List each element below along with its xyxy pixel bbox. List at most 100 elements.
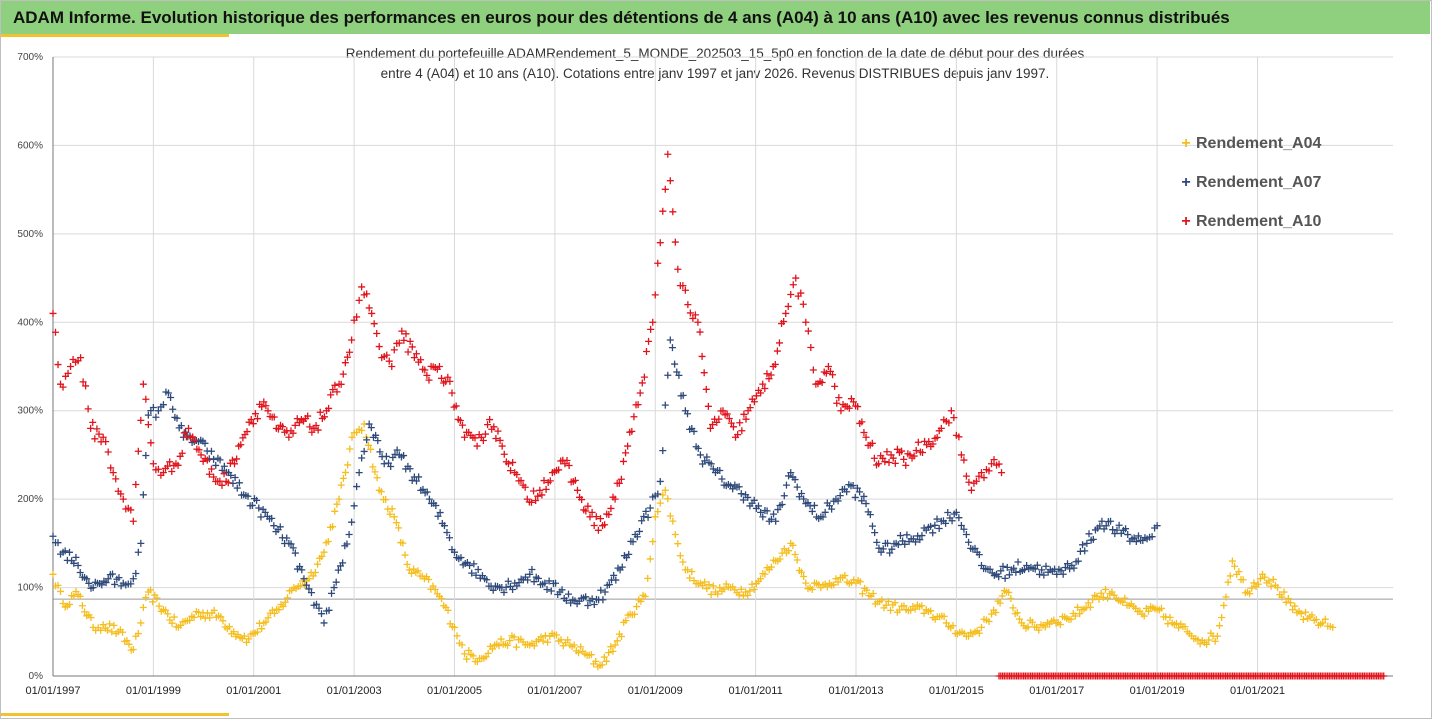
marker-rendement-a04	[1203, 640, 1211, 648]
marker-rendement-a10	[479, 436, 487, 444]
marker-rendement-a07	[664, 371, 672, 379]
marker-rendement-a10	[681, 286, 689, 294]
marker-rendement-a10	[159, 469, 167, 477]
marker-rendement-a10	[807, 344, 815, 352]
marker-rendement-a07	[952, 508, 960, 516]
marker-rendement-a07	[888, 545, 896, 553]
marker-rendement-a07	[828, 505, 836, 513]
marker-rendement-a10	[742, 415, 750, 423]
legend-item-a04[interactable]: + Rendement_A04	[1178, 124, 1378, 163]
marker-rendement-a04	[510, 633, 518, 641]
marker-rendement-a07	[328, 589, 336, 597]
marker-rendement-a07	[856, 488, 864, 496]
marker-rendement-a07	[65, 548, 73, 556]
marker-rendement-a04	[346, 445, 354, 453]
marker-rendement-a04	[1099, 593, 1107, 601]
marker-rendement-a07	[54, 539, 62, 547]
marker-rendement-a10	[809, 366, 817, 374]
marker-rendement-a04	[1235, 568, 1243, 576]
marker-rendement-a04	[1015, 615, 1023, 623]
marker-rendement-a04	[654, 508, 662, 516]
marker-rendement-a10	[729, 423, 737, 431]
marker-rendement-a10	[990, 456, 998, 464]
x-tick-label: 01/01/2003	[327, 685, 382, 697]
marker-rendement-a04	[123, 637, 131, 645]
marker-rendement-a10	[955, 433, 963, 441]
marker-rendement-a10	[306, 423, 314, 431]
marker-rendement-a07	[432, 501, 440, 509]
marker-rendement-a07	[821, 508, 829, 516]
marker-rendement-a07	[298, 566, 306, 574]
marker-rendement-a04	[940, 612, 948, 620]
marker-rendement-a07	[671, 360, 679, 368]
marker-rendement-a04	[808, 585, 816, 593]
marker-rendement-a04	[907, 606, 915, 614]
legend-item-a07[interactable]: + Rendement_A07	[1178, 163, 1378, 202]
marker-rendement-a07	[1111, 530, 1119, 538]
legend-label-a07: Rendement_A07	[1196, 173, 1322, 191]
marker-rendement-a04	[125, 640, 133, 648]
marker-rendement-a07	[207, 447, 215, 455]
marker-rendement-a10	[258, 403, 266, 411]
marker-rendement-a04	[1228, 557, 1236, 565]
marker-rendement-a10	[423, 371, 431, 379]
marker-rendement-a04	[942, 619, 950, 627]
marker-rendement-a10	[889, 454, 897, 462]
marker-rendement-a04	[245, 635, 253, 643]
marker-rendement-a10	[573, 486, 581, 494]
marker-rendement-a04	[830, 581, 838, 589]
marker-rendement-a10	[669, 208, 677, 216]
marker-rendement-a10	[704, 402, 712, 410]
marker-rendement-a04	[453, 632, 461, 640]
marker-rendement-a04	[887, 606, 895, 614]
marker-rendement-a07	[552, 579, 560, 587]
marker-rendement-a04	[949, 622, 957, 630]
marker-rendement-a07	[879, 545, 887, 553]
marker-rendement-a04	[701, 578, 709, 586]
marker-rendement-a04	[1231, 562, 1239, 570]
marker-rendement-a04	[674, 540, 682, 548]
y-tick-label: 300%	[17, 406, 43, 417]
marker-rendement-a07	[289, 544, 297, 552]
marker-rendement-a10	[868, 439, 876, 447]
marker-rendement-a07	[894, 541, 902, 549]
marker-rendement-a07	[149, 403, 157, 411]
marker-rendement-a07	[858, 497, 866, 505]
marker-rendement-a04	[240, 632, 248, 640]
marker-rendement-a04	[119, 628, 127, 636]
marker-rendement-a10	[945, 419, 953, 427]
marker-rendement-a10	[532, 496, 540, 504]
marker-rendement-a07	[1033, 561, 1041, 569]
marker-rendement-a07	[345, 531, 353, 539]
marker-rendement-a07	[866, 511, 874, 519]
marker-rendement-a04	[1319, 619, 1327, 627]
marker-rendement-a04	[737, 585, 745, 593]
marker-rendement-a10	[674, 265, 682, 273]
marker-rendement-a04	[1226, 572, 1234, 580]
marker-rendement-a04	[577, 643, 585, 651]
marker-rendement-a07	[849, 481, 857, 489]
legend-item-a10[interactable]: + Rendement_A10	[1178, 202, 1378, 241]
marker-rendement-a04	[1302, 608, 1310, 616]
marker-rendement-a07	[134, 548, 142, 556]
marker-rendement-a10	[109, 469, 117, 477]
marker-rendement-a07	[767, 515, 775, 523]
marker-rendement-a10	[651, 291, 659, 299]
marker-rendement-a07	[986, 565, 994, 573]
marker-rendement-a07	[871, 529, 879, 537]
marker-rendement-a07	[860, 492, 868, 500]
marker-rendement-a10	[797, 289, 805, 297]
marker-rendement-a04	[450, 623, 458, 631]
marker-rendement-a07	[975, 551, 983, 559]
marker-rendement-a10	[540, 477, 548, 485]
marker-rendement-a04	[611, 641, 619, 649]
marker-rendement-a04	[367, 445, 375, 453]
marker-rendement-a10	[254, 415, 262, 423]
marker-rendement-a10	[998, 469, 1006, 477]
marker-rendement-a07	[1061, 564, 1069, 572]
marker-rendement-a07	[1132, 538, 1140, 546]
marker-rendement-a07	[690, 427, 698, 435]
marker-rendement-a04	[407, 569, 415, 577]
marker-rendement-a10	[571, 476, 579, 484]
marker-rendement-a04	[841, 572, 849, 580]
